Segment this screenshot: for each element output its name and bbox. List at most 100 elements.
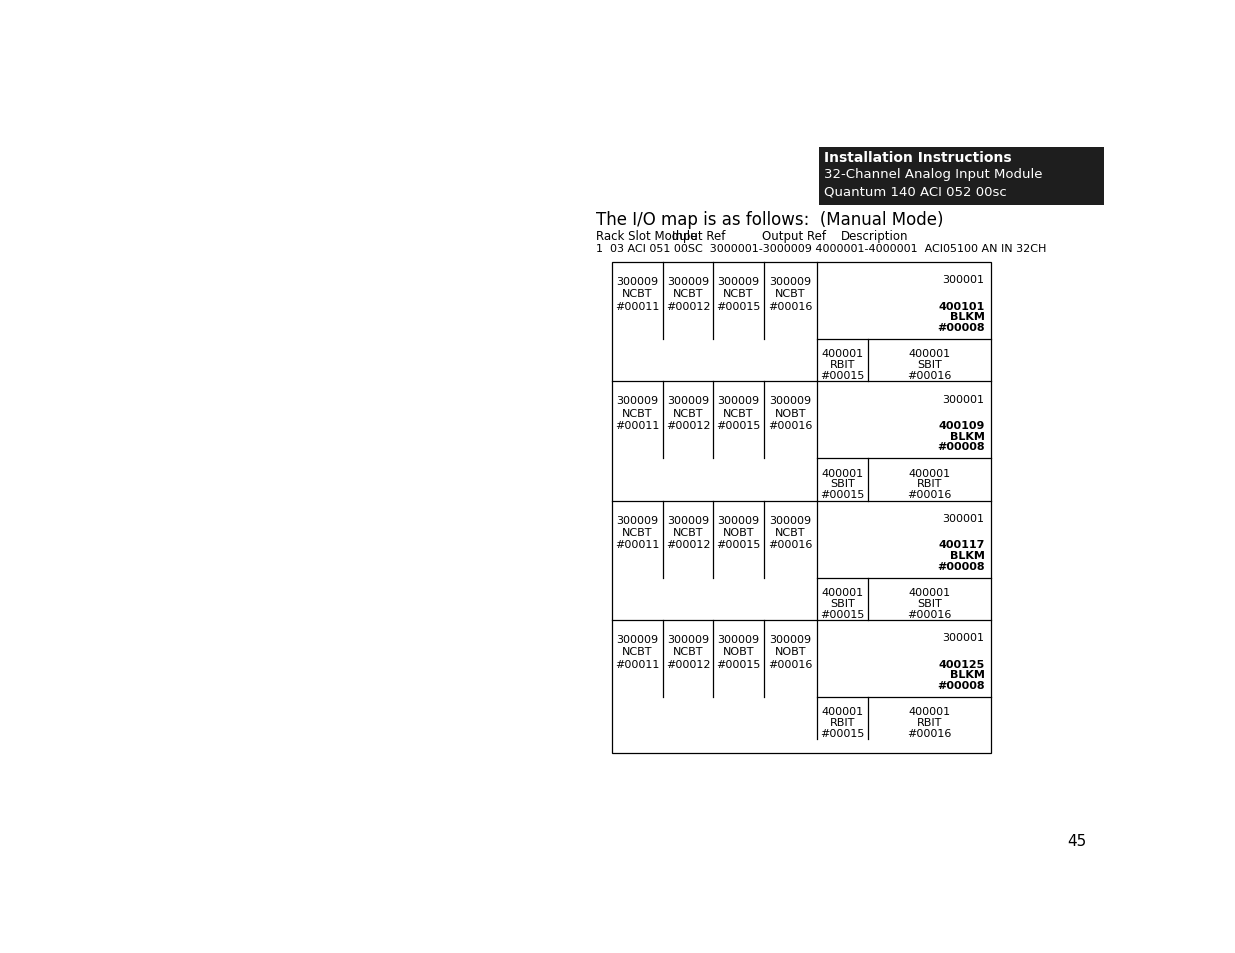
Text: #00015: #00015: [716, 420, 761, 431]
Text: Input Ref: Input Ref: [672, 230, 725, 243]
Text: 300009: 300009: [769, 635, 811, 644]
Text: #00016: #00016: [768, 539, 813, 550]
Text: 400001: 400001: [908, 349, 951, 359]
Text: NCBT: NCBT: [622, 408, 653, 418]
Text: #00008: #00008: [937, 442, 984, 452]
Text: 300009: 300009: [667, 516, 709, 525]
Text: NCBT: NCBT: [673, 289, 703, 299]
Text: NCBT: NCBT: [622, 289, 653, 299]
Text: 300009: 300009: [616, 395, 658, 406]
Text: NOBT: NOBT: [774, 647, 806, 657]
Bar: [613, 263, 990, 753]
Text: #00016: #00016: [768, 420, 813, 431]
Text: NCBT: NCBT: [673, 647, 703, 657]
Text: 300001: 300001: [942, 275, 984, 285]
Text: NCBT: NCBT: [722, 289, 753, 299]
Text: 400001: 400001: [908, 468, 951, 478]
Text: Output Ref: Output Ref: [762, 230, 826, 243]
Text: NCBT: NCBT: [673, 527, 703, 537]
Text: Description: Description: [841, 230, 909, 243]
Bar: [819, 148, 1104, 206]
Text: #00015: #00015: [820, 609, 864, 618]
Text: 300001: 300001: [942, 633, 984, 642]
Text: #00015: #00015: [716, 301, 761, 312]
Text: #00015: #00015: [820, 728, 864, 739]
Text: 45: 45: [1067, 834, 1087, 848]
Text: 300001: 300001: [942, 395, 984, 404]
Text: NCBT: NCBT: [622, 647, 653, 657]
Text: 400117: 400117: [939, 539, 984, 550]
Text: #00012: #00012: [666, 659, 710, 669]
Text: 400001: 400001: [908, 706, 951, 717]
Text: RBIT: RBIT: [916, 479, 942, 489]
Text: NCBT: NCBT: [722, 408, 753, 418]
Text: #00008: #00008: [937, 323, 984, 333]
Text: NOBT: NOBT: [722, 647, 755, 657]
Text: SBIT: SBIT: [830, 598, 855, 608]
Text: 400001: 400001: [821, 468, 863, 478]
Text: 300009: 300009: [616, 516, 658, 525]
Text: 300009: 300009: [616, 276, 658, 287]
Text: 300009: 300009: [616, 635, 658, 644]
Text: 400109: 400109: [939, 420, 984, 431]
Text: #00016: #00016: [908, 609, 951, 618]
Text: #00016: #00016: [908, 728, 951, 739]
Text: 300009: 300009: [769, 276, 811, 287]
Text: 300009: 300009: [667, 276, 709, 287]
Text: #00015: #00015: [716, 659, 761, 669]
Text: 400001: 400001: [908, 587, 951, 598]
Text: #00012: #00012: [666, 539, 710, 550]
Text: NCBT: NCBT: [622, 527, 653, 537]
Text: BLKM: BLKM: [950, 551, 984, 560]
Text: NOBT: NOBT: [774, 408, 806, 418]
Text: #00008: #00008: [937, 680, 984, 691]
Text: 400001: 400001: [821, 706, 863, 717]
Text: 300009: 300009: [718, 635, 760, 644]
Text: BLKM: BLKM: [950, 312, 984, 322]
Text: 300009: 300009: [769, 395, 811, 406]
Text: 32-Channel Analog Input Module: 32-Channel Analog Input Module: [824, 168, 1042, 181]
Text: 300009: 300009: [667, 395, 709, 406]
Text: 400125: 400125: [939, 659, 984, 669]
Text: #00016: #00016: [908, 371, 951, 380]
Text: RBIT: RBIT: [916, 718, 942, 727]
Text: #00011: #00011: [615, 420, 659, 431]
Text: #00011: #00011: [615, 301, 659, 312]
Text: #00015: #00015: [820, 490, 864, 499]
Text: 300009: 300009: [718, 276, 760, 287]
Text: NCBT: NCBT: [673, 408, 703, 418]
Text: 400001: 400001: [821, 587, 863, 598]
Text: #00016: #00016: [908, 490, 951, 499]
Text: Rack Slot Module: Rack Slot Module: [597, 230, 698, 243]
Text: The I/O map is as follows:  (Manual Mode): The I/O map is as follows: (Manual Mode): [597, 211, 944, 229]
Text: NOBT: NOBT: [722, 527, 755, 537]
Text: BLKM: BLKM: [950, 432, 984, 441]
Text: #00015: #00015: [820, 371, 864, 380]
Text: #00012: #00012: [666, 420, 710, 431]
Text: NCBT: NCBT: [776, 289, 805, 299]
Text: 300009: 300009: [769, 516, 811, 525]
Text: SBIT: SBIT: [918, 598, 942, 608]
Text: #00015: #00015: [716, 539, 761, 550]
Text: 1  03 ACI 051 00SC  3000001-3000009 4000001-4000001  ACI05100 AN IN 32CH: 1 03 ACI 051 00SC 3000001-3000009 400000…: [597, 244, 1046, 253]
Text: #00016: #00016: [768, 659, 813, 669]
Text: BLKM: BLKM: [950, 670, 984, 679]
Text: 300009: 300009: [718, 395, 760, 406]
Text: Installation Instructions: Installation Instructions: [824, 151, 1011, 165]
Text: SBIT: SBIT: [830, 479, 855, 489]
Text: #00012: #00012: [666, 301, 710, 312]
Text: #00011: #00011: [615, 539, 659, 550]
Text: #00011: #00011: [615, 659, 659, 669]
Text: 300001: 300001: [942, 514, 984, 523]
Text: RBIT: RBIT: [830, 359, 856, 370]
Text: #00008: #00008: [937, 561, 984, 571]
Text: SBIT: SBIT: [918, 359, 942, 370]
Text: 400101: 400101: [939, 301, 984, 312]
Text: Quantum 140 ACI 052 00sc: Quantum 140 ACI 052 00sc: [824, 185, 1007, 198]
Text: #00016: #00016: [768, 301, 813, 312]
Text: 300009: 300009: [667, 635, 709, 644]
Text: 300009: 300009: [718, 516, 760, 525]
Text: 400001: 400001: [821, 349, 863, 359]
Text: RBIT: RBIT: [830, 718, 856, 727]
Text: NCBT: NCBT: [776, 527, 805, 537]
